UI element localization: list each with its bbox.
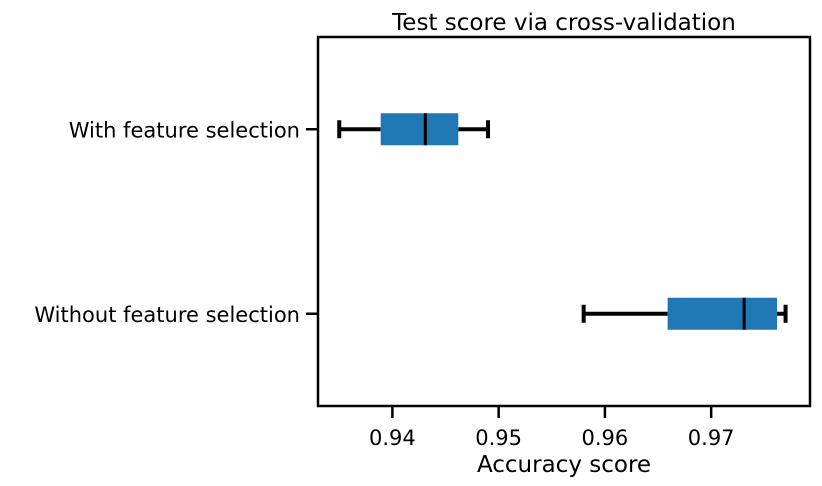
plot-frame (316, 35, 812, 408)
x-axis: 0.94 0.95 0.96 0.97 (369, 406, 735, 450)
box-group (337, 113, 788, 330)
y-axis: With feature selection Without feature se… (34, 118, 318, 327)
chart-title: Test score via cross-validation (391, 10, 736, 36)
box-iqr (667, 297, 778, 330)
x-tick-label: 0.97 (688, 426, 735, 450)
box-iqr (380, 113, 459, 146)
y-tick-label: With feature selection (69, 118, 300, 142)
x-tick-label: 0.96 (582, 426, 629, 450)
y-tick-label: Without feature selection (34, 303, 300, 327)
x-tick-label: 0.95 (475, 426, 522, 450)
x-tick-label: 0.94 (369, 426, 416, 450)
x-axis-label: Accuracy score (477, 452, 651, 478)
